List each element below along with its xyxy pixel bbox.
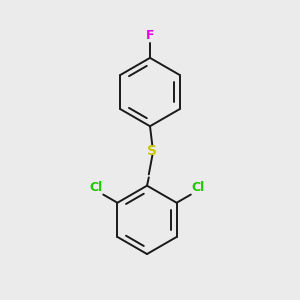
Text: S: S	[147, 144, 158, 158]
Text: Cl: Cl	[192, 181, 205, 194]
Text: F: F	[146, 28, 154, 41]
Text: Cl: Cl	[89, 181, 102, 194]
